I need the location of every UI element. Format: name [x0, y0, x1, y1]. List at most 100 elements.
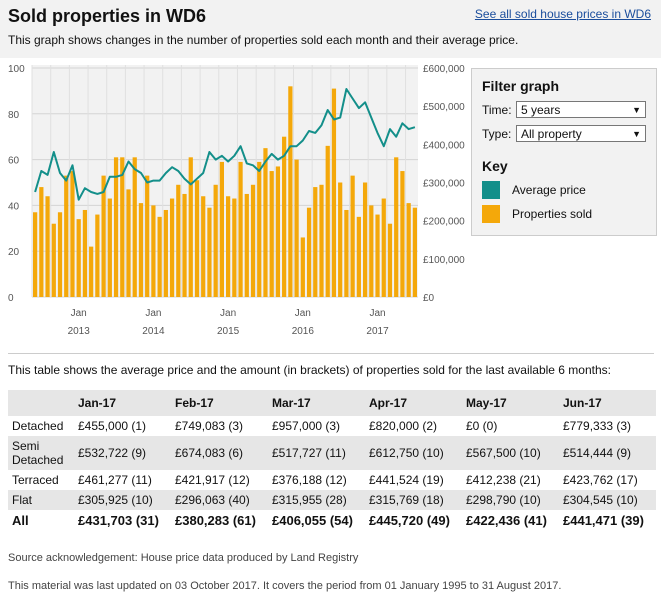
bar-properties-sold — [101, 175, 106, 297]
table-row: Detached £455,000 (1) £749,083 (3) £957,… — [8, 416, 656, 436]
left-tick-label: 100 — [8, 64, 25, 75]
bar-properties-sold — [344, 209, 349, 297]
right-tick-label: £200,000 — [423, 217, 465, 228]
type-select[interactable]: All property ▼ — [516, 125, 646, 142]
bar-properties-sold — [375, 214, 380, 297]
table-cell: £298,790 (10) — [462, 490, 559, 510]
bar-properties-sold — [356, 216, 361, 297]
column-header: Jan-17 — [74, 390, 171, 416]
table-cell: £431,703 (31) — [78, 513, 159, 528]
bar-properties-sold — [45, 196, 50, 297]
table-cell: £423,762 (17) — [563, 473, 638, 487]
table-cell: £422,436 (41) — [466, 513, 547, 528]
see-all-prices-link[interactable]: See all sold house prices in WD6 — [474, 7, 651, 21]
source-acknowledgement: Source acknowledgement: House price data… — [8, 552, 359, 564]
bar-series — [33, 86, 417, 297]
bar-properties-sold — [387, 223, 393, 297]
table-cell: £315,955 (28) — [268, 490, 365, 510]
table-cell: £0 (0) — [466, 419, 498, 433]
table-cell: £517,727 (11) — [268, 436, 365, 470]
x-tick-year: 2017 — [366, 326, 389, 337]
table-cell: £779,333 (3) — [563, 419, 632, 433]
table-cell: £412,238 (21) — [466, 473, 541, 487]
bar-properties-sold — [151, 205, 156, 297]
table-cell: £304,545 (10) — [559, 490, 656, 510]
bar-properties-sold — [400, 171, 405, 297]
table-row: Flat £305,925 (10) £296,063 (40) £315,95… — [8, 490, 656, 510]
bar-properties-sold — [182, 193, 187, 297]
bar-properties-sold — [132, 157, 137, 297]
bar-properties-sold — [188, 157, 193, 297]
bar-properties-sold — [176, 184, 181, 297]
left-tick-label: 0 — [8, 293, 14, 304]
key-properties-sold: Properties sold — [512, 207, 593, 221]
table-cell: £296,063 (40) — [171, 490, 268, 510]
table-cell: £315,769 (18) — [365, 490, 462, 510]
line-series — [34, 88, 416, 201]
table-description: This table shows the average price and t… — [8, 363, 611, 377]
bar-properties-sold — [145, 175, 150, 297]
x-tick-year: 2014 — [142, 326, 165, 337]
table-cell: £612,750 (10) — [365, 436, 462, 470]
bar-properties-sold — [89, 246, 94, 297]
bar-properties-sold — [362, 182, 368, 297]
filter-panel: Filter graph Time: 5 years ▼ Type: All p… — [471, 68, 657, 236]
bar-properties-sold — [338, 182, 343, 297]
table-row: Semi Detached £532,722 (9) £674,083 (6) … — [8, 436, 656, 470]
bar-properties-sold — [157, 216, 162, 297]
price-table: Jan-17 Feb-17 Mar-17 Apr-17 May-17 Jun-1… — [8, 390, 656, 531]
bar-properties-sold — [138, 203, 144, 297]
bar-properties-sold — [163, 209, 168, 297]
bar-properties-sold — [263, 148, 268, 297]
left-axis: 100 80 60 40 20 0 — [8, 64, 25, 304]
column-header: Jun-17 — [559, 390, 656, 416]
time-select[interactable]: 5 years ▼ — [516, 101, 646, 118]
bar-properties-sold — [57, 212, 63, 297]
graph-description: This graph shows changes in the number o… — [8, 33, 519, 47]
row-type: All — [12, 513, 29, 528]
table-row: All £431,703 (31) £380,283 (61) £406,055… — [8, 510, 656, 531]
table-cell: £421,917 (12) — [175, 473, 250, 487]
bar-properties-sold — [169, 198, 175, 297]
bar-properties-sold — [82, 209, 88, 297]
filter-title: Filter graph — [482, 78, 560, 94]
bar-properties-sold — [120, 157, 125, 297]
table-row: Terraced £461,277 (11) £421,917 (12) £37… — [8, 470, 656, 490]
bar-properties-sold — [238, 161, 243, 297]
type-label: Type: — [482, 127, 512, 141]
average-price-swatch — [482, 181, 500, 199]
bar-properties-sold — [201, 196, 206, 297]
right-tick-label: £600,000 — [423, 64, 465, 75]
x-tick-year: 2013 — [68, 326, 91, 337]
bar-properties-sold — [369, 205, 374, 297]
bar-properties-sold — [257, 161, 262, 297]
sales-price-chart: 100 80 60 40 20 0 £600,000 £500,000 £400,000 £30… — [8, 64, 465, 337]
bar-properties-sold — [325, 145, 330, 297]
line-average-price — [34, 88, 416, 201]
chevron-down-icon: ▼ — [632, 105, 641, 115]
table-cell: £441,524 (19) — [369, 473, 444, 487]
right-tick-label: £0 — [423, 293, 435, 304]
properties-sold-swatch — [482, 205, 500, 223]
time-select-value: 5 years — [521, 103, 561, 117]
type-select-value: All property — [521, 127, 582, 141]
bar-properties-sold — [207, 207, 212, 297]
bar-properties-sold — [350, 175, 355, 297]
table-cell: £455,000 (1) — [78, 419, 147, 433]
bar-properties-sold — [300, 237, 305, 297]
x-tick-month: Jan — [220, 308, 236, 319]
bar-properties-sold — [412, 207, 417, 297]
column-header: Feb-17 — [171, 390, 268, 416]
bar-properties-sold — [70, 171, 75, 297]
row-type: Detached — [12, 419, 64, 433]
right-tick-label: £400,000 — [423, 140, 465, 151]
table-cell: £567,500 (10) — [462, 436, 559, 470]
bar-properties-sold — [294, 159, 299, 297]
column-header: Mar-17 — [268, 390, 365, 416]
bar-properties-sold — [282, 136, 287, 297]
table-header-row: Jan-17 Feb-17 Mar-17 Apr-17 May-17 Jun-1… — [8, 390, 656, 416]
table-cell: £445,720 (49) — [369, 513, 450, 528]
x-tick-year: 2015 — [217, 326, 240, 337]
row-type: Terraced — [12, 473, 59, 487]
bar-properties-sold — [306, 207, 312, 297]
